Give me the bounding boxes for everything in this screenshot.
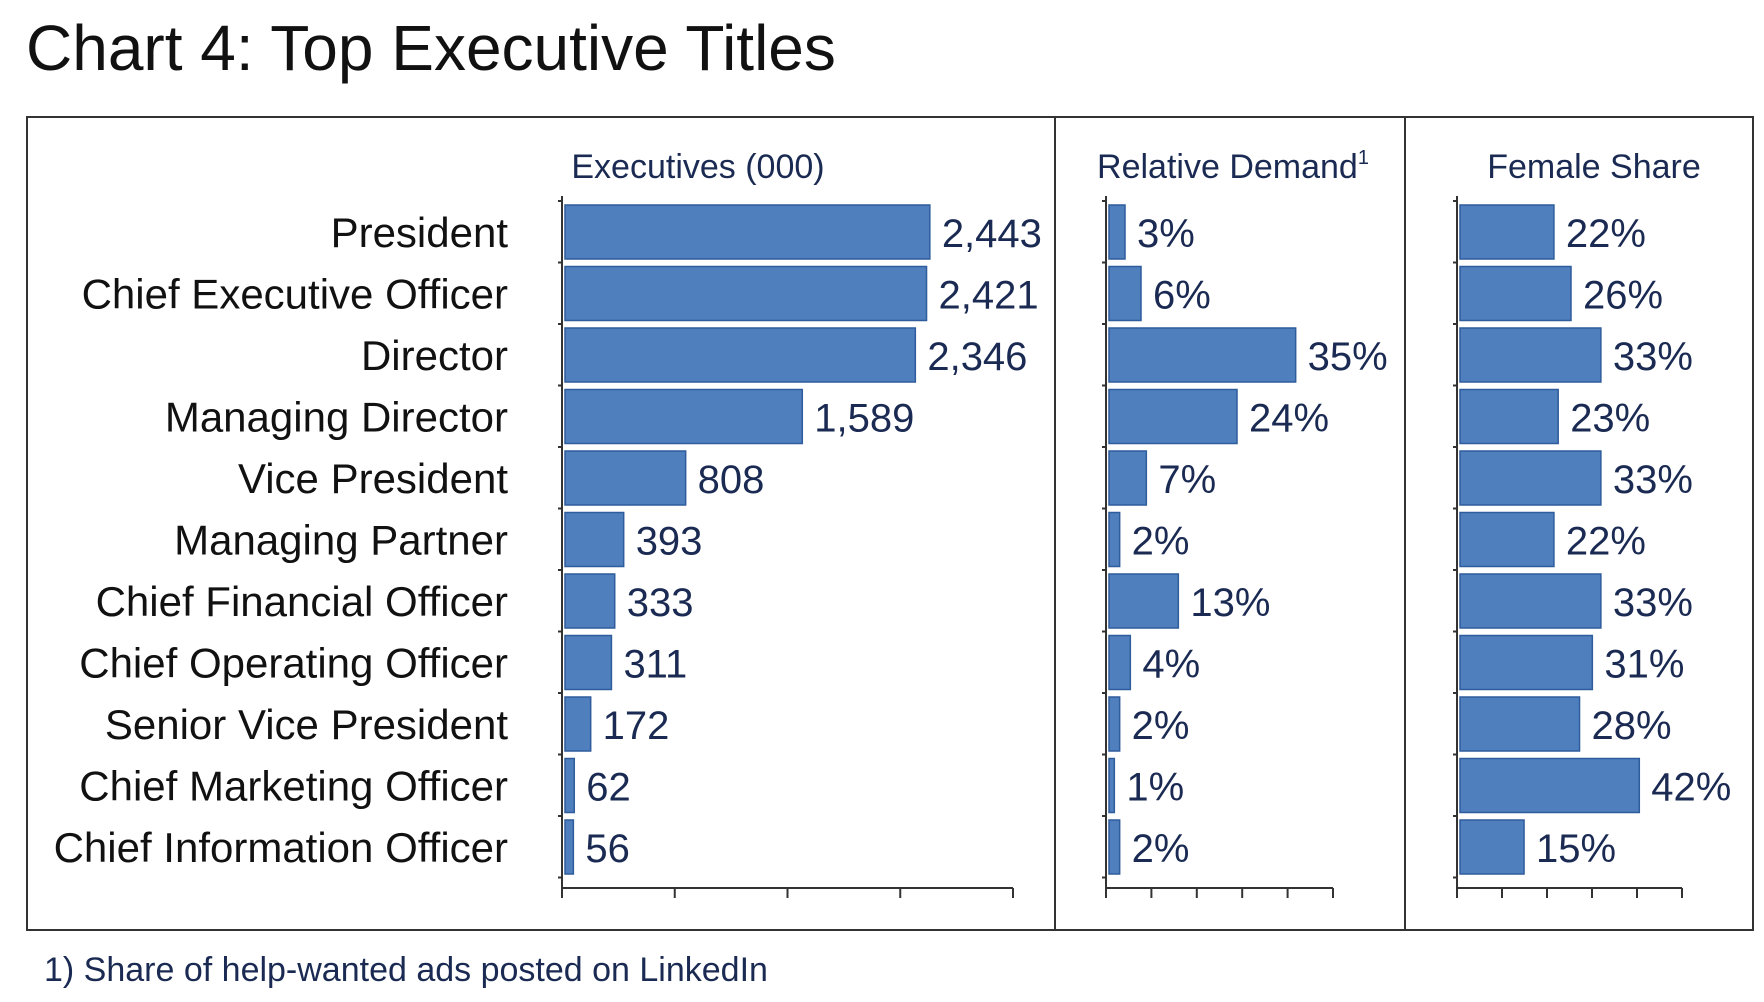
bar (1459, 573, 1602, 629)
value-label: 33% (1613, 335, 1693, 379)
bar (564, 634, 613, 691)
category-label: Chief Financial Officer (96, 578, 508, 625)
value-label: 4% (1142, 643, 1200, 687)
panel-title: Female Share (1487, 148, 1701, 186)
value-label: 2,421 (939, 274, 1039, 318)
value-label: 42% (1651, 766, 1731, 810)
bar (564, 696, 592, 752)
bar (1108, 265, 1142, 322)
value-label: 35% (1308, 335, 1388, 379)
value-label: 7% (1158, 458, 1216, 502)
bar (564, 511, 625, 568)
value-label: 2,443 (942, 212, 1042, 256)
value-label: 13% (1190, 581, 1270, 625)
value-label: 333 (627, 581, 694, 625)
value-label: 26% (1583, 274, 1663, 318)
bar (1459, 819, 1525, 875)
bar (1459, 450, 1602, 506)
bar (564, 204, 931, 260)
panel-divider-2 (1404, 116, 1406, 931)
bar (564, 450, 687, 506)
bar (1459, 265, 1572, 322)
value-label: 33% (1613, 458, 1693, 502)
bar (1108, 327, 1297, 383)
bar (1108, 511, 1121, 568)
category-label: Senior Vice President (105, 701, 508, 748)
value-label: 2% (1132, 827, 1190, 871)
value-label: 31% (1604, 643, 1684, 687)
value-label: 22% (1566, 520, 1646, 564)
bar (564, 573, 616, 629)
value-label: 2,346 (927, 335, 1027, 379)
value-label: 6% (1153, 274, 1211, 318)
value-label: 311 (623, 643, 687, 687)
value-label: 1% (1126, 766, 1184, 810)
bar (1108, 757, 1116, 814)
bar (1459, 327, 1602, 383)
chart-frame (26, 116, 1754, 931)
bar (1108, 388, 1238, 445)
bar (1459, 511, 1555, 568)
category-label: Chief Information Officer (54, 824, 508, 871)
value-label: 24% (1249, 397, 1329, 441)
bar (564, 388, 804, 445)
bar (564, 265, 928, 322)
bar (1459, 757, 1641, 814)
bar (1459, 204, 1555, 260)
value-label: 15% (1536, 827, 1616, 871)
chart-title: Chart 4: Top Executive Titles (26, 12, 836, 84)
category-label: Managing Director (165, 394, 508, 441)
value-label: 23% (1570, 397, 1650, 441)
category-label: Chief Executive Officer (82, 271, 508, 318)
value-label: 62 (586, 766, 631, 810)
bar (1108, 573, 1180, 629)
bar (564, 757, 576, 814)
category-label: Chief Marketing Officer (79, 763, 508, 810)
category-label: Vice President (238, 455, 508, 502)
value-label: 2% (1132, 704, 1190, 748)
value-label: 2% (1132, 520, 1190, 564)
value-label: 808 (698, 458, 765, 502)
category-label: Director (361, 332, 508, 379)
value-label: 3% (1137, 212, 1195, 256)
bar (1459, 696, 1581, 752)
bar (1459, 634, 1594, 691)
bar (1108, 819, 1121, 875)
value-label: 22% (1566, 212, 1646, 256)
bar (1108, 450, 1148, 506)
bar (1459, 388, 1559, 445)
value-label: 56 (585, 827, 630, 871)
value-label: 172 (603, 704, 670, 748)
footnote-marker: 1 (1358, 147, 1369, 169)
panel-title: Relative Demand1 (1097, 147, 1369, 186)
bar (1108, 696, 1121, 752)
bar (564, 819, 575, 875)
bar (564, 327, 917, 383)
bar (1108, 204, 1126, 260)
panel-divider-1 (1054, 116, 1056, 931)
bar (1108, 634, 1132, 691)
category-label: Chief Operating Officer (79, 640, 508, 687)
category-label: Managing Partner (174, 517, 508, 564)
value-label: 28% (1592, 704, 1672, 748)
value-label: 393 (636, 520, 703, 564)
panel-title: Executives (000) (571, 148, 824, 186)
value-label: 33% (1613, 581, 1693, 625)
category-label: President (331, 209, 509, 256)
footnote: 1) Share of help-wanted ads posted on Li… (44, 951, 768, 989)
value-label: 1,589 (814, 397, 914, 441)
